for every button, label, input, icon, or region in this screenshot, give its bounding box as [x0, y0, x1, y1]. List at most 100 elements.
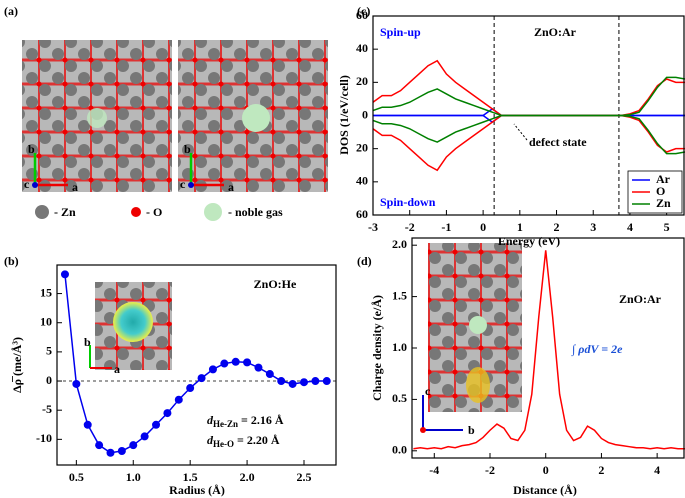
x-tick-label: 1.5 — [183, 470, 198, 484]
legend-swatch — [204, 203, 222, 221]
inset-b: b a — [84, 282, 172, 376]
y-tick-label: 0.5 — [392, 391, 407, 405]
plot-frame — [411, 237, 685, 459]
legend-label: O — [656, 184, 665, 198]
x-axis-label: Distance (Å) — [513, 483, 577, 497]
legend-label: Ar — [656, 172, 671, 186]
legend-box — [627, 170, 683, 214]
annotation: ZnO:Ar — [534, 25, 577, 39]
noble-gas-atom — [242, 104, 270, 132]
y-tick-label: 1.5 — [392, 288, 407, 302]
axis-label: c — [180, 177, 186, 191]
data-point — [311, 377, 320, 386]
axis-label: b — [468, 423, 475, 437]
annotation-symbol: d — [207, 413, 214, 427]
x-tick-label: 2.5 — [296, 470, 311, 484]
data-point — [299, 378, 308, 387]
y-tick-label: 2.0 — [392, 237, 407, 251]
plot-frame — [56, 264, 337, 466]
structure-panel: b c a b c a - Zn - O - noble gas — [22, 40, 328, 221]
y-tick-label: 0 — [46, 373, 52, 387]
axis-label: b — [84, 335, 91, 349]
y-tick-label: 1.0 — [392, 340, 407, 354]
y-tick-label: 60 — [356, 207, 368, 221]
x-tick-label: 5 — [664, 220, 670, 234]
y-tick-label: -5 — [42, 402, 52, 416]
axis-label: b — [184, 142, 191, 156]
y-tick-label: 5 — [46, 344, 52, 358]
x-tick-label: 4 — [627, 220, 633, 234]
data-point — [163, 409, 172, 418]
y-axis-label: Δρ̅ (me/Å³) — [10, 337, 24, 393]
data-point — [254, 363, 263, 372]
x-tick-label: 0.5 — [69, 470, 84, 484]
axis-origin — [32, 182, 38, 188]
legend-swatch — [131, 207, 141, 217]
data-point — [322, 377, 331, 386]
data-point — [95, 441, 104, 450]
x-tick-label: 3 — [590, 220, 596, 234]
annotation-subscript: He-O — [213, 439, 234, 449]
annotation-text: = 2.16 Å — [238, 413, 284, 427]
annotation-text: = 2.20 Å — [234, 433, 280, 447]
y-axis-label: Charge density (e/Å) — [370, 295, 384, 401]
annotation: ZnO:He — [254, 277, 297, 291]
annotation: dHe-Zn = 2.16 Å — [207, 413, 284, 429]
y-tick-label: 15 — [40, 285, 52, 299]
data-point — [220, 359, 229, 368]
inset-density — [466, 367, 490, 403]
x-tick-label: 2 — [554, 220, 560, 234]
y-tick-label: 20 — [356, 140, 368, 154]
axis-label: a — [228, 180, 234, 194]
panel-label: (d) — [357, 254, 372, 268]
y-tick-label: 0 — [362, 107, 368, 121]
x-tick-label: 2 — [598, 463, 604, 477]
x-tick-label: 0 — [480, 220, 486, 234]
annotation: Spin-up — [380, 25, 421, 39]
panel-label: (b) — [4, 254, 19, 268]
data-point — [117, 447, 126, 456]
legend-label: - noble gas — [228, 205, 283, 219]
data-point — [288, 379, 297, 388]
data-point — [106, 448, 115, 457]
data-point — [197, 374, 206, 383]
y-axis-label: DOS (1/eV/cell) — [337, 75, 351, 155]
legend-label: - Zn — [54, 205, 76, 219]
axis-label: a — [114, 362, 120, 376]
y-tick-label: 0.0 — [392, 443, 407, 457]
chart: 0.5 1.0 1.5 2.0 2.5 -10 -5 0 5 10 15 Radius (Å) Δρ̅ … — [10, 264, 337, 497]
data-point — [208, 365, 217, 374]
y-tick-label: 40 — [356, 41, 368, 55]
data-point — [129, 441, 138, 450]
annotation: Spin-down — [380, 195, 436, 209]
inset-atom — [469, 316, 487, 334]
data-line — [413, 250, 685, 450]
y-tick-label: -10 — [36, 431, 52, 445]
inset-density — [113, 302, 153, 342]
axis-label: c — [425, 384, 431, 398]
axis-origin — [188, 182, 194, 188]
x-tick-label: 1 — [517, 220, 523, 234]
annotation: defect state — [529, 135, 587, 149]
annotation-subscript: He-Zn — [213, 419, 238, 429]
x-tick-label: 2.0 — [240, 470, 255, 484]
data-line — [373, 114, 685, 155]
y-tick-label: 60 — [356, 8, 368, 22]
legend-label: - O — [146, 205, 162, 219]
x-axis-label: Radius (Å) — [169, 483, 225, 497]
data-line — [373, 76, 685, 117]
data-point — [277, 377, 286, 386]
data-point — [243, 358, 252, 367]
x-tick-label: -1 — [441, 220, 451, 234]
chart: -4 -2 0 2 4 0.0 0.5 1.0 1.5 2.0 Distance (Å) Charge… — [370, 237, 685, 497]
annotation-arrow — [513, 123, 528, 141]
data-point — [265, 370, 274, 379]
y-tick-label: 20 — [356, 74, 368, 88]
annotation: ∫ ρdV = 2e — [571, 342, 623, 356]
legend-label: Zn — [656, 196, 671, 210]
plot-frame — [372, 15, 685, 216]
y-tick-label: 10 — [40, 314, 52, 328]
annotation-symbol: d — [207, 433, 214, 447]
